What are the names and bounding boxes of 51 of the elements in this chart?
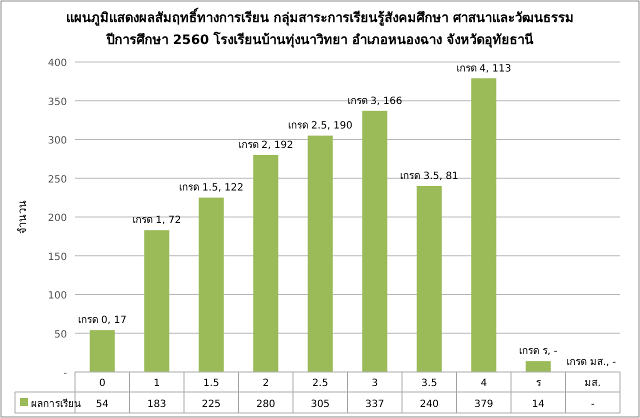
y-tick-label: 250 — [48, 174, 67, 186]
bar — [526, 361, 551, 372]
y-tick-label: 150 — [48, 252, 67, 263]
text: - — [590, 399, 595, 410]
data-label: 280 — [256, 399, 276, 410]
x-tick-label: มส. — [584, 378, 601, 389]
annotation: เกรด 2.5, 190 — [288, 120, 353, 132]
chart-title: แผนภูมิแสดงผลสัมฤทธิ์ทางการเรียน กลุ่มสาระการเรียนรู้สังคมศึกษา ศาสนาและวัฒนธรรม ปีการศึกษา 2560 โรงเรียนบ้านทุ่งนาวิทยา อำเภอหนองฉาง จังหวัดอุทัยธานี — [66, 7, 574, 48]
annotation: เกรด 0, 17 — [78, 315, 127, 326]
x-tick-label: 2.5 — [312, 378, 328, 389]
data-label: 183 — [147, 399, 166, 410]
annotation: เกรด 3.5, 81 — [400, 171, 458, 182]
x-tick-label: ร — [536, 378, 542, 389]
data-label: 379 — [474, 399, 494, 410]
legend-label: ผลการเรียน — [31, 398, 81, 410]
data-label: 240 — [420, 399, 439, 410]
bar — [362, 110, 388, 372]
x-tick-label: 3.5 — [421, 378, 438, 389]
bar — [416, 186, 442, 372]
data-label: 337 — [365, 399, 384, 410]
x-tick-label: 1 — [154, 378, 160, 389]
x-tick-label: 3 — [372, 378, 378, 389]
x-tick-label: 4 — [480, 378, 487, 389]
x-tick-label: 2 — [262, 378, 269, 389]
data-label: 305 — [310, 399, 330, 410]
bar — [471, 78, 496, 372]
annotation: เกรด 2, 192 — [238, 140, 294, 151]
y-tick-label: 200 — [48, 213, 67, 224]
x-tick-label: 1.5 — [203, 378, 220, 389]
y-tick-label: - — [63, 368, 68, 379]
y-tick-label: 350 — [48, 96, 67, 108]
annotation: เกรด 1, 72 — [132, 215, 182, 226]
bar — [90, 330, 115, 372]
annotation: เกรด 3, 166 — [347, 96, 402, 107]
annotation: เกรด มส., - — [566, 357, 616, 368]
annotation: เกรด ร, - — [519, 346, 558, 358]
y-tick-label: 100 — [48, 290, 67, 302]
data-label: 14 — [532, 399, 545, 410]
annotation: เกรด 1.5, 122 — [178, 182, 244, 194]
bar — [253, 155, 278, 372]
x-tick-label: 0 — [99, 378, 106, 389]
data-label: 54 — [96, 399, 109, 410]
y-tick-label: 300 — [48, 136, 67, 146]
data-label: 225 — [202, 399, 221, 410]
bar — [198, 198, 224, 372]
annotation: เกรด 4, 113 — [456, 63, 512, 74]
y-tick-label: 400 — [48, 58, 67, 69]
bar — [144, 230, 170, 372]
y-axis-title: จำนวน — [16, 200, 29, 234]
bar — [308, 136, 333, 372]
y-tick-label: 50 — [54, 329, 67, 340]
